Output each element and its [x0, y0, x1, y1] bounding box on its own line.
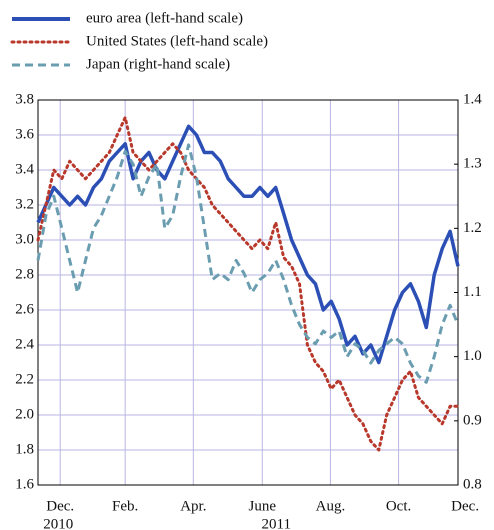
- series-line: [36, 116, 460, 452]
- x-tick-label: Oct.: [386, 498, 411, 514]
- y2-tick-label: 1.3: [463, 156, 482, 172]
- y-tick-label: 1.8: [15, 441, 34, 457]
- y-tick-label: 2.6: [15, 301, 34, 317]
- year-label: 2010: [43, 516, 73, 530]
- y-tick-label: 3.6: [15, 126, 34, 142]
- y2-tick-label: 0.8: [463, 476, 482, 492]
- x-tick-label: June: [249, 498, 277, 514]
- y-tick-label: 3.8: [15, 91, 34, 107]
- y-tick-label: 2.2: [15, 371, 34, 387]
- y2-tick-label: 1.2: [463, 220, 482, 236]
- series-line: [36, 143, 460, 384]
- x-tick-label: Dec.: [451, 498, 479, 514]
- legend-label: United States (left-hand scale): [86, 33, 268, 49]
- y2-tick-label: 1.0: [463, 348, 482, 364]
- y-tick-label: 1.6: [15, 476, 34, 492]
- y-tick-label: 3.4: [15, 161, 34, 177]
- y-tick-label: 2.8: [15, 266, 34, 282]
- x-tick-label: Feb.: [112, 498, 138, 514]
- x-tick-label: Apr.: [180, 498, 206, 514]
- series-line: [36, 124, 460, 365]
- y2-tick-label: 1.4: [463, 91, 482, 107]
- plot-frame: [37, 99, 459, 486]
- y-tick-label: 2.4: [15, 336, 34, 352]
- x-tick-label: Dec.: [46, 498, 74, 514]
- y-tick-label: 3.2: [15, 196, 34, 212]
- legend-label: Japan (right-hand scale): [86, 56, 230, 72]
- y-tick-label: 3.0: [15, 231, 34, 247]
- y2-tick-label: 1.1: [463, 284, 482, 300]
- legend-label: euro area (left-hand scale): [86, 10, 243, 26]
- y-tick-label: 2.0: [15, 406, 34, 422]
- y2-tick-label: 0.9: [463, 412, 482, 428]
- x-tick-label: Aug.: [316, 498, 346, 514]
- year-label: 2011: [262, 516, 291, 530]
